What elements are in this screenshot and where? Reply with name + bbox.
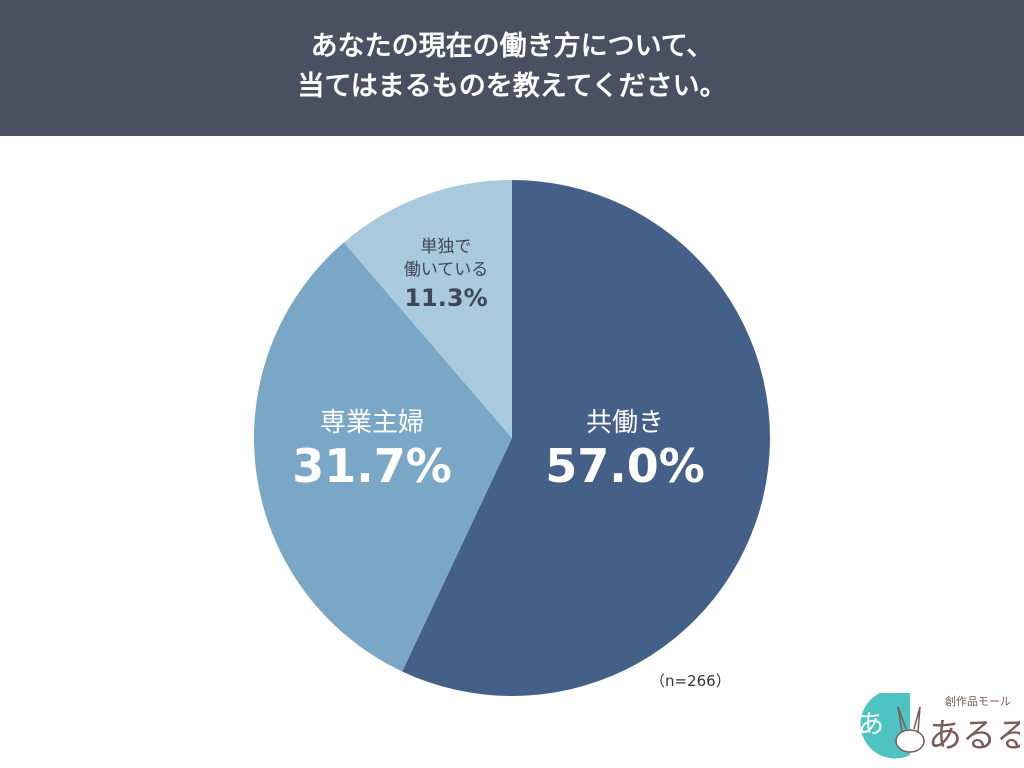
svg-text:あるる: あるる <box>928 716 1020 756</box>
aruru-logo: あ 創作品モール あるる <box>858 693 1020 759</box>
slice-category-label: 働いている <box>403 260 489 280</box>
slice-category-label: 共働き <box>585 408 664 438</box>
svg-text:あ: あ <box>858 710 884 740</box>
svg-text:創作品モール: 創作品モール <box>945 694 1011 708</box>
slice-label-0: 共働き 57.0% <box>545 407 705 493</box>
slice-label-2: 単独で働いている 11.3% <box>404 236 489 314</box>
pie-slice-2 <box>343 180 512 438</box>
question-line-2: 当てはまるものを教えてください。 <box>297 71 727 102</box>
slice-value-label: 31.7% <box>292 439 452 493</box>
slice-label-1: 専業主婦 31.7% <box>292 407 452 493</box>
slice-category-label: 専業主婦 <box>319 408 424 438</box>
slice-category-label: 単独で <box>420 237 472 257</box>
pie-slice-1 <box>254 242 512 672</box>
question-header: あなたの現在の働き方について、 当てはまるものを教えてください。 <box>0 0 1024 136</box>
slice-value-label: 11.3% <box>404 284 488 312</box>
pie-slice-0 <box>402 180 770 696</box>
sample-size-note: （n=266） <box>650 672 731 690</box>
slice-value-label: 57.0% <box>545 439 705 493</box>
question-line-1: あなたの現在の働き方について、 <box>310 31 714 62</box>
